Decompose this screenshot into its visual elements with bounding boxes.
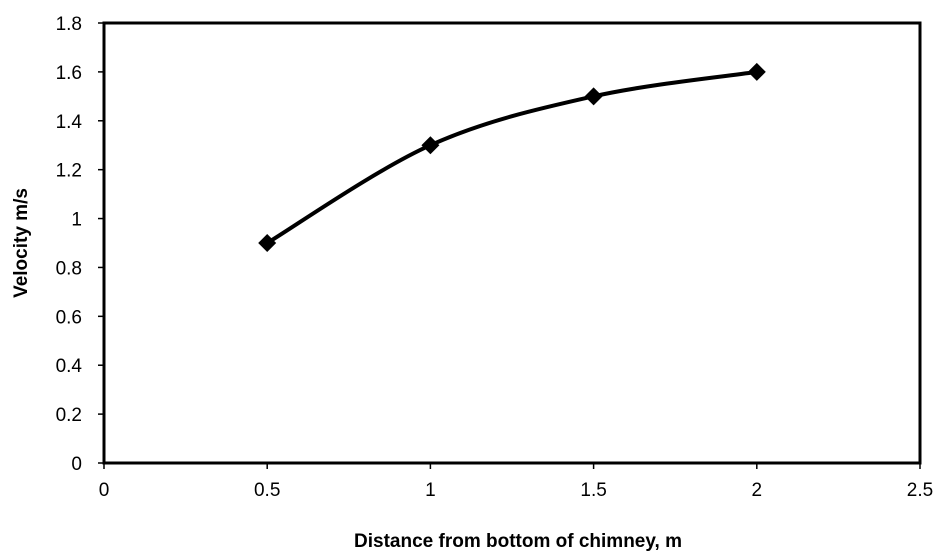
data-point-marker bbox=[421, 136, 440, 155]
y-tick-label: 1.2 bbox=[56, 161, 82, 182]
x-tick-label: 2.5 bbox=[907, 480, 933, 501]
y-tick-label: 0.2 bbox=[56, 405, 82, 426]
y-tick-label: 1.8 bbox=[56, 14, 82, 35]
data-point-marker bbox=[747, 62, 766, 81]
x-tick-label: 1.5 bbox=[580, 480, 606, 501]
x-tick-label: 2 bbox=[752, 480, 763, 501]
x-axis: 0 0.5 1 1.5 2 2.5 bbox=[99, 463, 933, 501]
x-axis-title: Distance from bottom of chimney, m bbox=[354, 531, 682, 552]
series-layer bbox=[258, 62, 766, 252]
plot-area-frame bbox=[102, 21, 922, 465]
y-tick-label: 1.6 bbox=[56, 63, 82, 84]
y-tick-label: 0.4 bbox=[56, 356, 83, 377]
y-tick-label: 0 bbox=[71, 454, 82, 475]
y-axis-title: Velocity m/s bbox=[11, 188, 32, 298]
x-tick-label: 1 bbox=[425, 480, 436, 501]
y-tick-label: 0.6 bbox=[56, 307, 82, 328]
series-line bbox=[265, 69, 759, 245]
y-tick-label: 0.8 bbox=[56, 258, 82, 279]
data-point-marker bbox=[584, 87, 603, 106]
x-tick-label: 0 bbox=[99, 480, 110, 501]
x-tick-label: 0.5 bbox=[254, 480, 280, 501]
y-axis: 0 0.2 0.4 0.6 0.8 1 1.2 1.4 1.6 1.8 bbox=[56, 14, 104, 475]
y-tick-label: 1.4 bbox=[56, 112, 83, 133]
y-tick-label: 1 bbox=[71, 210, 82, 231]
data-point-marker bbox=[258, 234, 277, 252]
